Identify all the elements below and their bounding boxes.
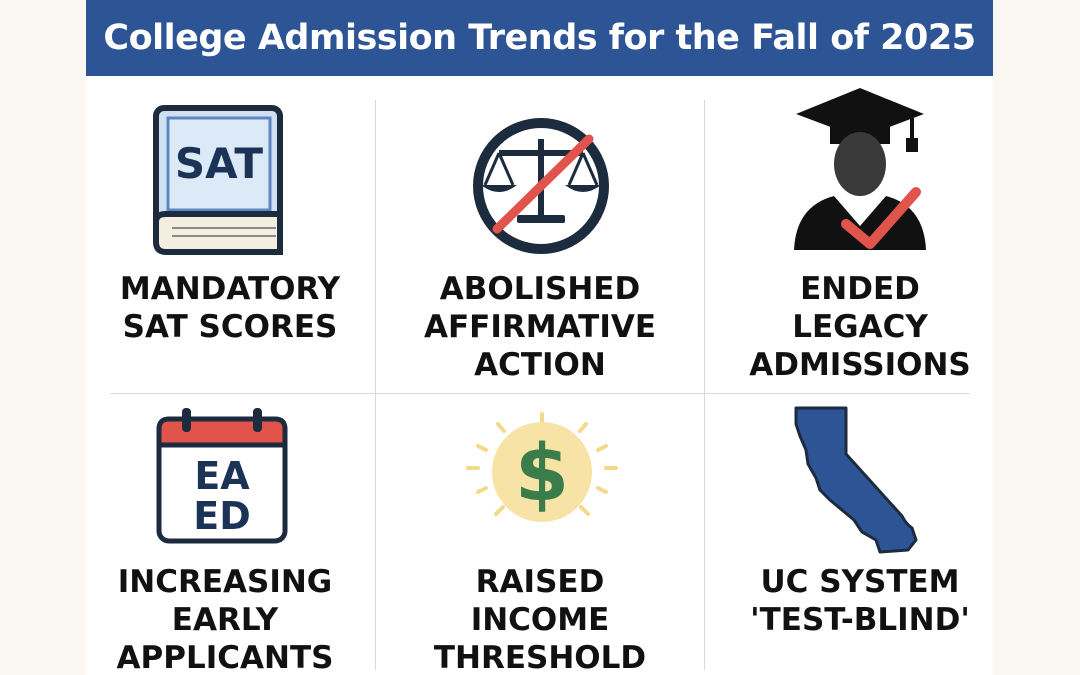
label-line: THRESHOLD — [433, 640, 647, 675]
calendar-icon: EA ED — [156, 408, 288, 544]
column-divider-2 — [704, 100, 705, 670]
item-label-uc-test-blind: UC SYSTEM 'TEST-BLIND' — [735, 563, 985, 639]
item-label-affirmative-action: ABOLISHED AFFIRMATIVE ACTION — [410, 270, 670, 384]
label-line: RAISED — [475, 564, 605, 600]
california-map-icon — [794, 406, 918, 554]
label-line: INCREASING — [117, 564, 333, 600]
label-line: INCOME — [470, 602, 610, 638]
dollar-coin-icon: $ — [466, 412, 618, 522]
row-divider — [110, 393, 970, 394]
label-line: SAT SCORES — [122, 309, 338, 345]
dollar-symbol: $ — [515, 429, 569, 519]
column-divider-1 — [375, 100, 376, 670]
label-line: ENDED — [800, 271, 920, 307]
label-line: ADMISSIONS — [749, 347, 971, 383]
item-label-mandatory-sat: MANDATORY SAT SCORES — [110, 270, 350, 346]
item-label-early-applicants: INCREASING EARLY APPLICANTS — [105, 563, 345, 675]
label-line: ABOLISHED — [439, 271, 641, 307]
graduate-checkmark-icon — [794, 88, 926, 250]
crossed-out-scales-icon — [473, 118, 609, 254]
sat-book-label: SAT — [175, 139, 263, 188]
item-label-income-threshold: RAISED INCOME THRESHOLD — [410, 563, 670, 675]
label-line: LEGACY — [792, 309, 928, 345]
label-line: UC SYSTEM — [760, 564, 960, 600]
label-line: APPLICANTS — [116, 640, 334, 675]
title-banner: College Admission Trends for the Fall of… — [86, 0, 993, 76]
page-title: College Admission Trends for the Fall of… — [103, 18, 976, 58]
label-line: AFFIRMATIVE — [423, 309, 657, 345]
label-line: ACTION — [474, 347, 606, 383]
label-line: 'TEST-BLIND' — [750, 602, 970, 638]
item-label-legacy-admissions: ENDED LEGACY ADMISSIONS — [735, 270, 985, 384]
label-line: MANDATORY — [119, 271, 341, 307]
calendar-ea-text: EA — [194, 454, 250, 498]
sat-book-icon: SAT — [153, 105, 283, 255]
label-line: EARLY — [171, 602, 279, 638]
calendar-ed-text: ED — [193, 494, 251, 538]
